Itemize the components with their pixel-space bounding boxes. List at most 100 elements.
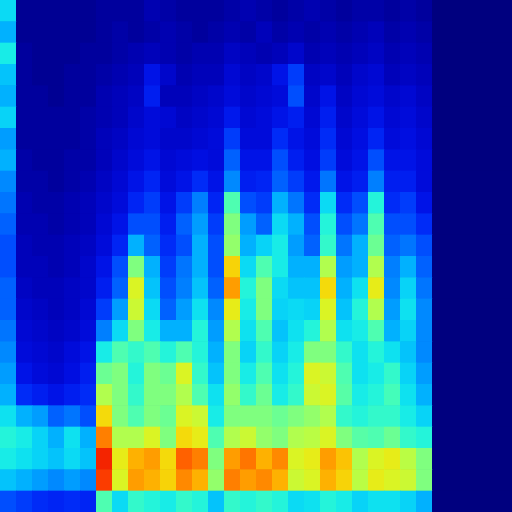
heatmap-cell (320, 213, 337, 235)
heatmap-cell (448, 107, 465, 129)
heatmap-cell (368, 256, 385, 278)
heatmap-cell (224, 384, 241, 406)
heatmap-cell (272, 341, 289, 363)
chart (0, 0, 512, 512)
heatmap-cell (224, 491, 241, 512)
heatmap-cell (208, 384, 225, 406)
heatmap-cell (128, 107, 145, 129)
heatmap-cell (128, 320, 145, 342)
heatmap-cell (336, 448, 353, 470)
heatmap-cell (144, 320, 161, 342)
heatmap-cell (400, 21, 417, 43)
heatmap-cell (288, 277, 305, 299)
heatmap-cell (384, 491, 401, 512)
heatmap-cell (288, 299, 305, 321)
heatmap-cell (144, 64, 161, 86)
heatmap-cell (32, 363, 49, 385)
heatmap-cell (384, 469, 401, 491)
heatmap-cell (208, 469, 225, 491)
heatmap-cell (320, 128, 337, 150)
heatmap-cell (32, 427, 49, 449)
heatmap-cell (192, 491, 209, 512)
heatmap-cell (256, 491, 273, 512)
heatmap-cell (144, 256, 161, 278)
heatmap-cell (16, 128, 33, 150)
heatmap-cell (272, 107, 289, 129)
heatmap-cell (48, 299, 65, 321)
heatmap-cell (144, 491, 161, 512)
heatmap-cell (352, 85, 369, 107)
heatmap-cell (208, 85, 225, 107)
heatmap-cell (336, 85, 353, 107)
heatmap-cell (112, 43, 129, 65)
heatmap-cell (144, 448, 161, 470)
heatmap-cell (480, 149, 497, 171)
heatmap-cell (48, 213, 65, 235)
heatmap-cell (480, 277, 497, 299)
heatmap-cell (288, 192, 305, 214)
heatmap-cell (160, 256, 177, 278)
heatmap-cell (432, 21, 449, 43)
heatmap-cell (144, 235, 161, 257)
heatmap-cell (480, 363, 497, 385)
heatmap-cell (160, 384, 177, 406)
heatmap-cell (224, 448, 241, 470)
heatmap-cell (400, 107, 417, 129)
heatmap-cell (16, 405, 33, 427)
heatmap-cell (336, 107, 353, 129)
heatmap-cell (272, 213, 289, 235)
heatmap-cell (224, 427, 241, 449)
heatmap-cell (112, 320, 129, 342)
heatmap-cell (496, 299, 512, 321)
heatmap-cell (16, 363, 33, 385)
heatmap-cell (64, 491, 81, 512)
heatmap-cell (208, 149, 225, 171)
heatmap-cell (96, 43, 113, 65)
heatmap-cell (288, 320, 305, 342)
heatmap-cell (176, 256, 193, 278)
heatmap-cell (400, 405, 417, 427)
heatmap-cell (256, 299, 273, 321)
heatmap-cell (288, 64, 305, 86)
heatmap-cell (304, 341, 321, 363)
heatmap-cell (112, 491, 129, 512)
heatmap-cell (192, 448, 209, 470)
heatmap-cell (368, 320, 385, 342)
heatmap-cell (192, 341, 209, 363)
heatmap-cell (144, 128, 161, 150)
heatmap-cell (304, 384, 321, 406)
heatmap-cell (416, 256, 433, 278)
heatmap-cell (208, 107, 225, 129)
heatmap-cell (144, 427, 161, 449)
heatmap-cell (448, 0, 465, 22)
heatmap-cell (432, 256, 449, 278)
heatmap-cell (0, 107, 17, 129)
heatmap-cell (352, 491, 369, 512)
heatmap-cell (384, 277, 401, 299)
heatmap-cell (96, 192, 113, 214)
heatmap-cell (64, 235, 81, 257)
heatmap-cell (304, 64, 321, 86)
heatmap-cell (336, 320, 353, 342)
heatmap-cell (368, 213, 385, 235)
heatmap-cell (208, 427, 225, 449)
heatmap-cell (288, 491, 305, 512)
heatmap-cell (496, 363, 512, 385)
heatmap-cell (32, 299, 49, 321)
heatmap-cell (192, 405, 209, 427)
heatmap-cell (112, 341, 129, 363)
heatmap-cell (496, 213, 512, 235)
heatmap-cell (192, 192, 209, 214)
heatmap-cell (96, 469, 113, 491)
heatmap-cell (416, 341, 433, 363)
heatmap-cell (16, 277, 33, 299)
heatmap-cell (16, 171, 33, 193)
heatmap-cell (464, 213, 481, 235)
heatmap-cell (400, 213, 417, 235)
heatmap-cell (480, 341, 497, 363)
heatmap-cell (384, 149, 401, 171)
heatmap-cell (416, 21, 433, 43)
heatmap-cell (160, 85, 177, 107)
heatmap-cell (288, 85, 305, 107)
heatmap-cell (192, 299, 209, 321)
